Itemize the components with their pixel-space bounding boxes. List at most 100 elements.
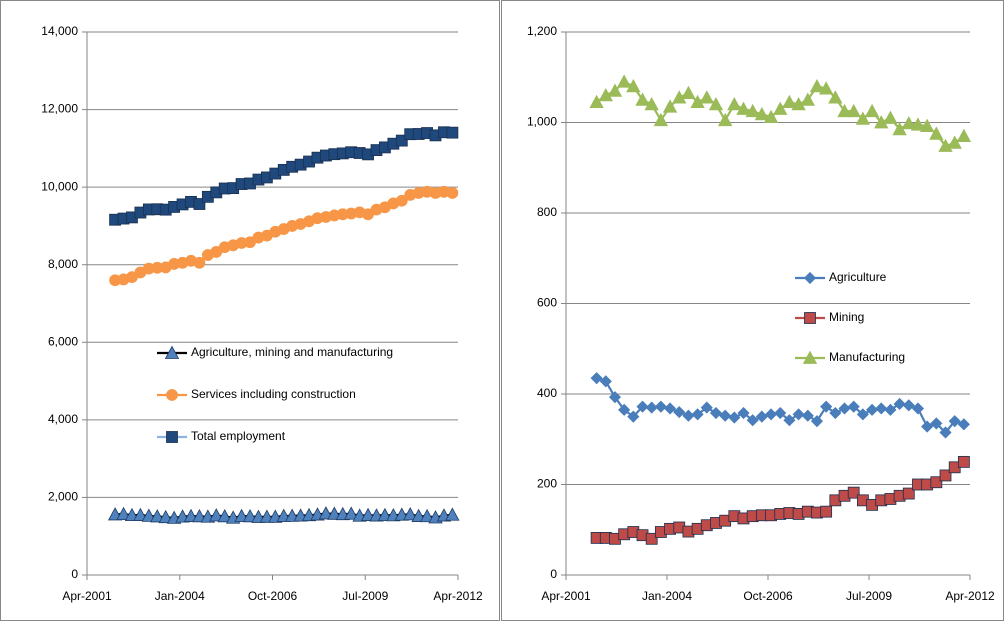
x-tick-label: Jan-2004	[642, 589, 692, 603]
x-tick-label: Jul-2009	[846, 589, 892, 603]
data-point	[158, 509, 173, 524]
legend-marker	[164, 345, 180, 359]
data-point	[809, 78, 825, 93]
data-point	[626, 78, 641, 93]
data-point	[446, 187, 459, 199]
data-point	[727, 97, 742, 111]
legend-label: Agriculture	[829, 270, 887, 284]
data-point	[150, 509, 165, 523]
legend-label: Manufacturing	[829, 350, 905, 364]
data-point	[717, 112, 733, 127]
legend-marker	[804, 312, 816, 324]
data-point	[728, 411, 741, 424]
data-point	[763, 109, 779, 123]
data-point	[699, 90, 714, 104]
data-point	[608, 391, 622, 404]
data-point	[217, 508, 232, 523]
y-tick-label: 4,000	[48, 412, 78, 426]
y-tick-label: 10,000	[41, 179, 78, 193]
data-point	[754, 107, 770, 121]
data-point	[783, 414, 796, 427]
data-point	[902, 487, 915, 500]
y-tick-label: 0	[71, 567, 78, 581]
data-point	[627, 410, 640, 423]
legend-label: Services including construction	[191, 387, 356, 401]
data-point	[192, 508, 207, 523]
data-point	[700, 401, 713, 414]
data-point	[653, 112, 669, 127]
data-point	[645, 401, 658, 414]
data-point	[884, 403, 897, 416]
y-tick-label: 2,000	[48, 490, 78, 504]
data-point	[673, 406, 686, 419]
data-point	[883, 110, 898, 124]
data-point	[736, 101, 751, 115]
y-tick-label: 8,000	[48, 257, 78, 271]
legend-marker	[166, 389, 178, 401]
data-point	[948, 415, 961, 428]
data-point	[773, 101, 788, 115]
data-point	[395, 134, 408, 147]
x-tick-label: Apr-2001	[62, 589, 112, 603]
data-point	[403, 507, 418, 521]
data-point	[446, 126, 459, 139]
data-point	[599, 375, 612, 388]
data-point	[618, 403, 631, 416]
data-point	[801, 409, 814, 422]
data-point	[847, 486, 860, 499]
data-point	[654, 400, 667, 413]
data-point	[800, 92, 815, 106]
x-tick-label: Apr-2001	[541, 589, 591, 603]
left-panel	[0, 0, 500, 621]
data-point	[847, 400, 860, 413]
x-tick-label: Jan-2004	[155, 589, 205, 603]
data-point	[846, 103, 861, 118]
data-point	[242, 508, 258, 523]
data-point	[837, 103, 852, 118]
y-tick-label: 1,000	[527, 115, 557, 129]
data-point	[893, 397, 906, 411]
data-point	[864, 103, 880, 118]
legend-label: Mining	[829, 310, 864, 324]
legend-marker	[802, 350, 818, 364]
data-point	[681, 85, 696, 99]
data-point	[327, 506, 342, 520]
data-point	[745, 103, 760, 118]
data-point	[856, 408, 869, 421]
data-point	[193, 256, 206, 269]
y-tick-label: 0	[550, 567, 557, 581]
data-point	[589, 94, 604, 109]
data-point	[829, 406, 842, 420]
data-point	[445, 507, 460, 521]
data-point	[616, 74, 632, 88]
data-point	[910, 117, 926, 131]
data-point	[419, 508, 435, 523]
data-point	[141, 508, 157, 522]
data-point	[820, 400, 833, 413]
x-tick-label: Jul-2009	[342, 589, 388, 603]
data-point	[929, 126, 944, 140]
data-point	[792, 408, 805, 421]
data-point	[719, 409, 732, 422]
data-point	[911, 402, 925, 415]
data-point	[828, 90, 843, 104]
data-point	[635, 92, 650, 106]
data-point	[818, 81, 834, 95]
y-tick-label: 400	[537, 386, 557, 400]
data-point	[737, 406, 750, 420]
data-point	[709, 406, 723, 420]
y-tick-label: 600	[537, 296, 557, 310]
data-point	[957, 455, 970, 468]
data-point	[901, 116, 916, 130]
data-point	[919, 118, 935, 133]
legend-label: Total employment	[191, 429, 286, 443]
x-tick-label: Apr-2012	[945, 589, 995, 603]
legend-label: Agriculture, mining and manufacturing	[191, 345, 393, 359]
data-point	[930, 476, 943, 489]
data-point	[774, 406, 787, 420]
data-point	[810, 415, 824, 428]
data-point	[921, 420, 934, 433]
data-point	[116, 506, 131, 521]
data-point	[360, 507, 376, 521]
data-point	[855, 111, 871, 125]
